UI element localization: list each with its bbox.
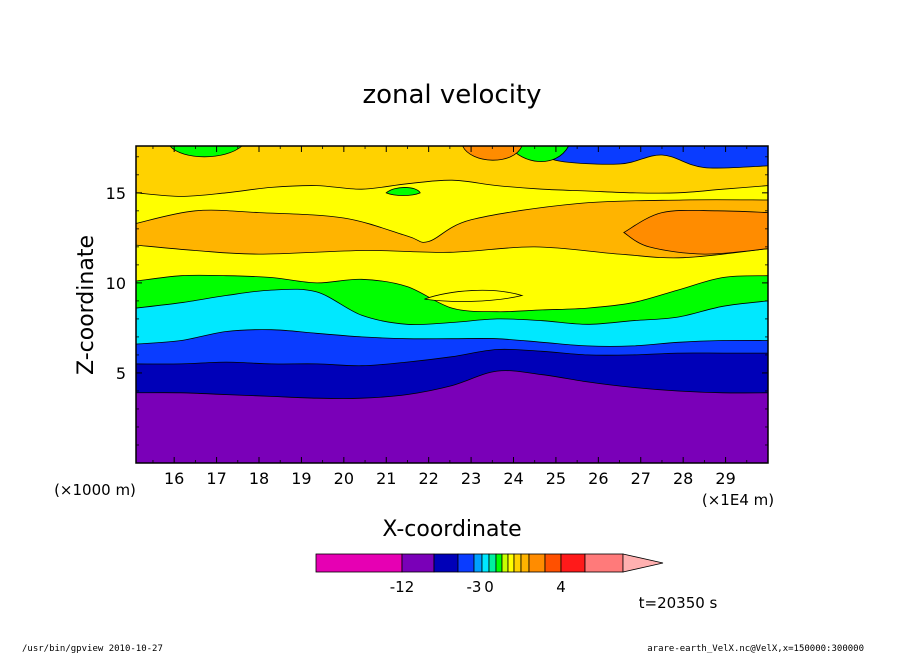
y-tick-label: 5 (116, 364, 126, 383)
colorbar-label: -3 (467, 578, 482, 596)
x-tick-label: 19 (291, 469, 311, 488)
x-tick-label: 26 (588, 469, 608, 488)
colorbar-swatch (520, 553, 530, 573)
colorbar-swatch (481, 553, 490, 573)
x-tick-label: 22 (418, 469, 438, 488)
x-tick-label: 18 (249, 469, 269, 488)
contour-band (135, 370, 769, 464)
contour-feature (461, 145, 523, 161)
contour-feature (424, 289, 524, 302)
x-tick-label: 17 (206, 469, 226, 488)
contour-feature (385, 187, 421, 196)
contour-feature (542, 145, 769, 169)
time-label: t=20350 s (639, 594, 718, 612)
contour-features (135, 145, 769, 302)
contour-feature (135, 199, 769, 259)
x-axis-label: X-coordinate (382, 517, 521, 542)
x-tick-label: 20 (334, 469, 354, 488)
y-axis-label: Z-coordinate (74, 235, 99, 375)
plot-area (135, 145, 769, 464)
colorbar-swatch (401, 553, 435, 573)
x-tick-label: 23 (461, 469, 481, 488)
colorbar-swatch (501, 553, 509, 573)
colorbar-swatch (315, 553, 403, 573)
chart-title: zonal velocity (362, 80, 541, 110)
colorbar-label: 4 (556, 578, 566, 596)
colorbar: -12 -3 0 4 (315, 553, 664, 596)
x-axis-ticks: 16 17 18 19 20 21 22 23 24 25 26 27 28 29 (152, 146, 748, 488)
colorbar-swatch (513, 553, 522, 573)
contour-bands (135, 145, 769, 464)
x-tick-label: 29 (715, 469, 735, 488)
y-tick-label: 10 (106, 274, 126, 293)
x-tick-label: 16 (164, 469, 184, 488)
plot-frame (135, 145, 769, 464)
colorbar-swatch (507, 553, 515, 573)
footer-right: arare-earth_VelX.nc@VelX,x=150000:300000 (647, 644, 864, 654)
colorbar-swatch (528, 553, 546, 573)
colorbar-swatch (544, 553, 562, 573)
x-tick-label: 24 (503, 469, 523, 488)
x-tick-label: 27 (631, 469, 651, 488)
colorbar-swatch (495, 553, 503, 573)
colorbar-label: 0 (484, 578, 494, 596)
colorbar-swatch (473, 553, 483, 573)
colorbar-swatch (457, 553, 475, 573)
x-tick-label: 28 (673, 469, 693, 488)
y-tick-label: 15 (106, 184, 126, 203)
x-tick-label: 25 (546, 469, 566, 488)
y-axis-ticks: 5 10 15 (106, 156, 768, 446)
y-unit-note: (×1000 m) (54, 481, 136, 499)
colorbar-swatch (433, 553, 459, 573)
x-unit-note: (×1E4 m) (702, 491, 774, 509)
colorbar-arrow (622, 553, 664, 573)
footer-left: /usr/bin/gpview 2010-10-27 (22, 644, 163, 654)
colorbar-swatch (584, 553, 624, 573)
colorbar-label: -12 (390, 578, 415, 596)
colorbar-swatch (488, 553, 497, 573)
x-tick-label: 21 (376, 469, 396, 488)
colorbar-swatch (560, 553, 586, 573)
